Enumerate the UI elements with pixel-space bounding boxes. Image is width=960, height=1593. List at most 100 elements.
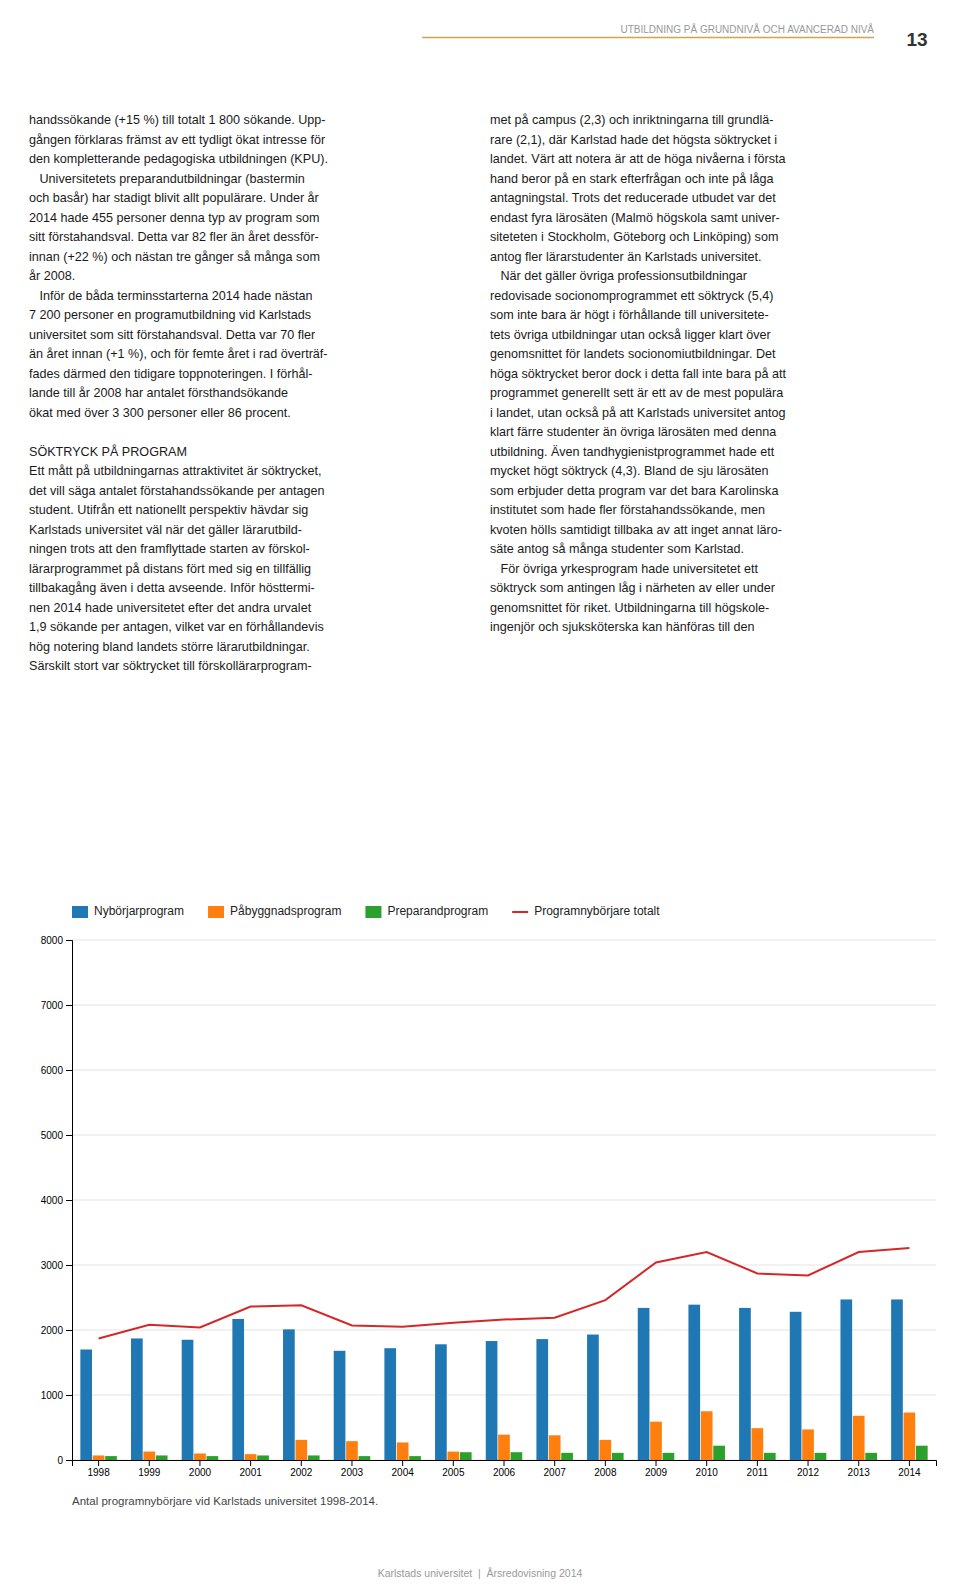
tick-label: 2005 <box>442 1467 465 1478</box>
caption: Antal programnybörjare vid Karlstads uni… <box>72 1495 378 1507</box>
tick: 2014 <box>898 1460 921 1478</box>
tick-mark <box>66 1070 72 1071</box>
grid-line <box>72 940 936 941</box>
tick-label: 2003 <box>341 1467 364 1478</box>
tick: 0 <box>57 1455 72 1466</box>
tick-label: 8000 <box>41 935 64 946</box>
bar <box>245 1454 257 1460</box>
body-line: sitt förstahandsval. Detta var 82 fler ä… <box>29 230 319 244</box>
plot-area <box>80 1248 927 1460</box>
body-line: och basår) har stadigt blivit allt popul… <box>29 191 319 205</box>
tick-mark <box>66 940 72 941</box>
tick: 2000 <box>41 1325 72 1336</box>
grid-line <box>72 1395 936 1396</box>
bar <box>713 1446 725 1460</box>
axis-line <box>66 941 73 1461</box>
tick-mark <box>453 1460 454 1466</box>
tick-label: 2001 <box>240 1467 263 1478</box>
body-line: redovisade socionomprogrammet ett söktry… <box>490 289 773 303</box>
tick-mark <box>808 1460 809 1466</box>
body-line: Särskilt stort var söktrycket till försk… <box>29 659 312 673</box>
bar <box>904 1413 916 1460</box>
tick-label: 3000 <box>41 1260 64 1271</box>
body-line: För övriga yrkesprogram hade universitet… <box>490 562 759 576</box>
body-line: innan (+22 %) och nästan tre gånger så m… <box>29 250 320 264</box>
body-line: institutet som hade fler förstahandssöka… <box>490 503 765 517</box>
body-line: lande till år 2008 har antalet försthand… <box>29 386 288 400</box>
tick-mark <box>199 1460 200 1466</box>
tick-mark <box>402 1460 403 1466</box>
bar <box>600 1440 612 1460</box>
bar <box>283 1329 295 1460</box>
legend-swatch <box>208 906 224 918</box>
body-line: utbildning. Även tandhygienistprogrammet… <box>490 445 775 459</box>
body-line: genomsnittet för riket. Utbildningarna t… <box>490 601 769 615</box>
body-line: ningen trots att den framflyttade starte… <box>29 542 310 556</box>
body-line: ingenjör och sjuksköterska kan hänföras … <box>490 620 755 634</box>
body-line: lärarprogrammet på distans fört med sig … <box>29 562 311 576</box>
tick: 8000 <box>41 935 72 946</box>
bar <box>612 1453 624 1460</box>
grid-line <box>72 1005 936 1006</box>
tick-label: 2000 <box>41 1325 64 1336</box>
tick: 2002 <box>290 1460 313 1478</box>
body-line: hög notering bland landets större läraru… <box>29 640 310 654</box>
tick: 2005 <box>442 1460 465 1478</box>
bar <box>359 1456 371 1460</box>
legend-swatch <box>512 911 528 913</box>
tick: 2010 <box>696 1460 719 1478</box>
bar-series <box>93 1411 915 1460</box>
tick-label: 4000 <box>41 1195 64 1206</box>
tick-label: 2014 <box>898 1467 921 1478</box>
grid-line <box>72 1070 936 1071</box>
bar <box>587 1335 599 1460</box>
bar <box>80 1350 92 1461</box>
page-number: 13 <box>906 29 927 50</box>
legend-swatch <box>72 906 88 918</box>
body-line: När det gäller övriga professionsutbildn… <box>490 269 747 283</box>
tick-label: 2008 <box>594 1467 617 1478</box>
body-text: met på campus (2,3) och inriktningarna t… <box>490 113 787 634</box>
legend-label: Programnybörjare totalt <box>534 904 660 918</box>
bar <box>790 1312 802 1460</box>
bar <box>815 1453 827 1460</box>
bar <box>334 1351 346 1460</box>
tick-label: 2000 <box>189 1467 212 1478</box>
tick-mark <box>504 1460 505 1466</box>
tick-mark <box>301 1460 302 1466</box>
body-line: genomsnittet för landets socionomiutbild… <box>490 347 776 361</box>
body-line: tets övriga utbildningar utan också ligg… <box>490 328 771 342</box>
footer: Karlstads universitet | Årsredovisning 2… <box>378 1567 583 1579</box>
body-line: söktryck som antingen låg i närheten av … <box>490 581 775 595</box>
bar <box>764 1453 776 1460</box>
body-text: handssökande (+15 %) till totalt 1 800 s… <box>29 113 328 673</box>
body-line: ökat med över 3 300 personer eller 86 pr… <box>29 406 291 420</box>
header-rule <box>422 37 874 39</box>
body-line: det vill säga antalet förstahandssökande… <box>29 484 324 498</box>
body-line: kvoten hölls samtidigt tillbaka av att i… <box>490 523 782 537</box>
body-line: universitet som sitt förstahandsval. Det… <box>29 328 315 342</box>
body-line: säte antog så många studenter som Karlst… <box>490 542 744 556</box>
tick-mark <box>66 1460 72 1461</box>
body-line: i landet, utan också på att Karlstads un… <box>490 406 785 420</box>
bar <box>295 1440 307 1460</box>
bar <box>460 1452 472 1460</box>
tick: 2012 <box>797 1460 820 1478</box>
body-line: Inför de båda terminsstarterna 2014 hade… <box>29 289 313 303</box>
tick: 1998 <box>87 1460 110 1478</box>
body-line: SÖKTRYCK PÅ PROGRAM <box>29 444 187 459</box>
legend-item: Programnybörjare totalt <box>512 904 660 918</box>
tick: 2008 <box>594 1460 617 1478</box>
bar <box>447 1452 459 1460</box>
bar <box>257 1455 269 1460</box>
bar <box>346 1441 358 1460</box>
tick-mark <box>351 1460 352 1466</box>
body-line: mycket högt söktryck (4,3). Bland de sju… <box>490 464 769 478</box>
tick: 1000 <box>41 1390 72 1401</box>
tick: 4000 <box>41 1195 72 1206</box>
bar <box>752 1428 764 1460</box>
bar <box>688 1305 700 1460</box>
tick-label: 1999 <box>138 1467 161 1478</box>
bar <box>650 1422 662 1460</box>
bar-series <box>80 1299 902 1460</box>
